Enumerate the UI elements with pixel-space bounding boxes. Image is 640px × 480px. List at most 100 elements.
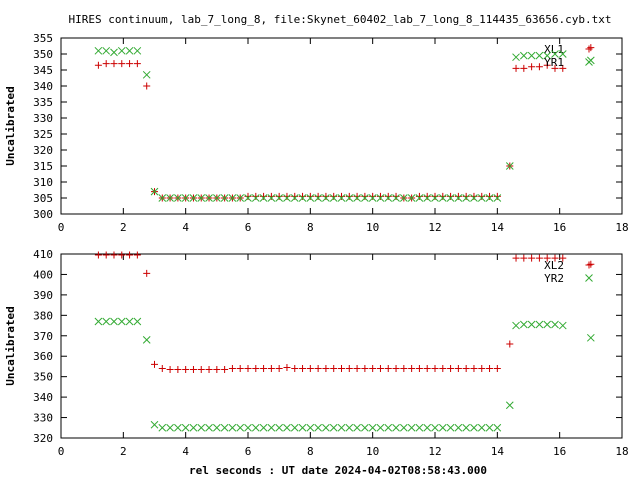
data-point — [505, 162, 514, 170]
x-tick-label: 18 — [615, 221, 628, 234]
legend-label: XL2 — [544, 259, 564, 272]
plot-bottom: 320 330 340 350 360 370 380 390 400 410 0 2 4 6 8 10 12 1… — [4, 248, 629, 458]
data-point — [291, 364, 299, 372]
data-point — [454, 364, 462, 372]
data-point — [299, 192, 307, 200]
data-point — [407, 423, 416, 432]
x-tick-label: 8 — [307, 221, 314, 234]
data-point — [197, 423, 206, 432]
data-point — [399, 423, 408, 432]
data-point — [126, 251, 134, 259]
data-point — [260, 364, 268, 372]
data-point — [197, 194, 206, 202]
data-point — [407, 194, 416, 202]
data-point — [189, 366, 197, 374]
data-point — [244, 423, 252, 432]
data-point — [535, 254, 543, 262]
data-point — [126, 60, 134, 68]
data-point — [551, 320, 559, 329]
data-point — [94, 61, 102, 69]
data-point — [290, 423, 299, 432]
x-tick-label: 2 — [120, 221, 127, 234]
data-point — [267, 194, 276, 202]
data-point — [133, 251, 141, 259]
data-point — [454, 192, 462, 200]
data-point — [528, 254, 536, 262]
data-point — [275, 423, 284, 432]
data-point — [275, 192, 283, 200]
data-point — [384, 194, 393, 202]
data-point — [431, 364, 439, 372]
data-point — [329, 194, 338, 202]
y-tick-label: 345 — [33, 64, 53, 77]
data-point — [117, 46, 126, 55]
data-point — [586, 333, 595, 342]
data-point — [133, 317, 142, 326]
data-point — [322, 423, 330, 432]
data-point — [361, 423, 369, 432]
data-point — [251, 423, 260, 432]
data-point — [527, 320, 536, 329]
data-point — [298, 194, 307, 202]
data-point — [520, 64, 528, 72]
data-point — [314, 364, 322, 372]
data-point — [174, 423, 182, 432]
data-point — [212, 423, 221, 432]
y-tick-label: 370 — [33, 330, 53, 343]
data-point — [392, 192, 400, 200]
x-axis-title: rel seconds : UT date 2024-04-02T08:58:4… — [189, 464, 487, 477]
data-point — [290, 194, 299, 202]
data-point — [587, 260, 595, 268]
data-point — [306, 194, 315, 202]
data-point — [392, 364, 400, 372]
data-point — [454, 194, 463, 202]
data-point — [329, 423, 338, 432]
x-tick-label: 8 — [307, 445, 314, 458]
y-tick-label: 400 — [33, 268, 53, 281]
data-point — [431, 194, 439, 202]
data-point — [337, 194, 346, 202]
data-point — [462, 423, 471, 432]
data-point — [236, 364, 244, 372]
data-point — [236, 194, 245, 202]
data-point — [236, 423, 245, 432]
plot-top: 300 305 310 315 320 325 330 335 340 345 350 355 0 2 4 6… — [4, 32, 629, 234]
data-point — [485, 423, 494, 432]
legend-marker — [585, 45, 593, 53]
data-point — [447, 364, 455, 372]
data-point — [535, 320, 544, 329]
data-point — [117, 317, 126, 326]
data-point — [543, 320, 552, 329]
x-tick-label: 18 — [615, 445, 628, 458]
y-tick-label: 360 — [33, 350, 53, 363]
data-point — [376, 192, 384, 200]
data-point — [462, 194, 471, 202]
data-point — [283, 423, 291, 432]
data-point — [543, 51, 552, 60]
legend-label: YR2 — [544, 272, 564, 285]
data-point — [110, 48, 118, 57]
data-point — [110, 317, 118, 326]
data-point — [543, 254, 551, 262]
y-tick-label: 315 — [33, 160, 53, 173]
data-point — [462, 364, 470, 372]
data-point — [478, 192, 486, 200]
data-point — [384, 423, 393, 432]
data-point — [423, 364, 431, 372]
y-tick-label: 350 — [33, 48, 53, 61]
data-point — [283, 192, 291, 200]
data-point — [392, 194, 400, 202]
data-point — [143, 82, 151, 90]
data-point — [559, 64, 567, 72]
data-point — [470, 194, 478, 202]
y-tick-label: 300 — [33, 208, 53, 221]
data-point — [94, 317, 103, 326]
data-point — [142, 70, 151, 79]
data-point — [353, 194, 361, 202]
data-point — [283, 363, 291, 371]
data-point — [102, 46, 111, 55]
data-point — [182, 366, 190, 374]
data-point — [345, 364, 353, 372]
y-tick-label: 330 — [33, 412, 53, 425]
